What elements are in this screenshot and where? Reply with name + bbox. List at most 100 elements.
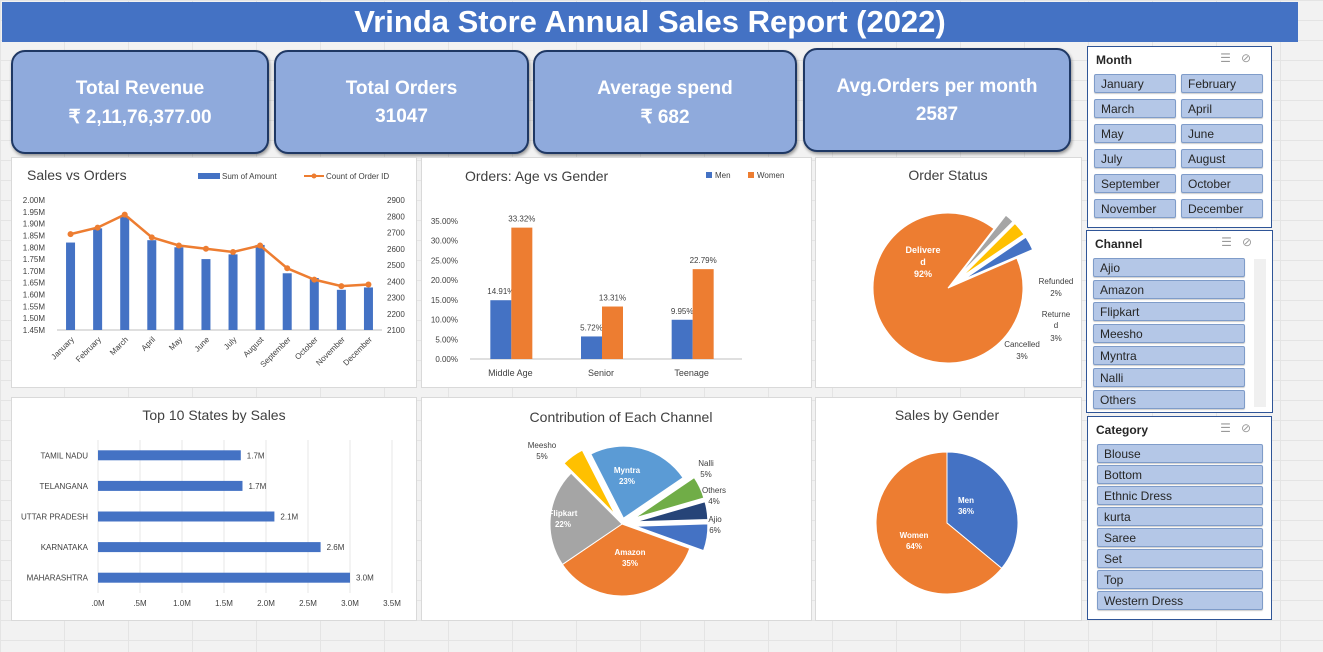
slicer-scrollbar[interactable] [1254,259,1266,407]
point-orders [175,242,182,249]
kpi-average-spend[interactable]: Average spend ₹ 682 [533,50,797,154]
slicer-item-october[interactable]: October [1181,174,1263,193]
slicer-title: Channel [1095,237,1143,251]
slicer-item-august[interactable]: August [1181,149,1263,168]
kpi-total-orders[interactable]: Total Orders 31047 [274,50,529,154]
y2-tick-label: 2700 [387,229,405,238]
slicer-item-july[interactable]: July [1094,149,1176,168]
x-tick-label: 3.5M [383,599,401,608]
slicer-item-western-dress[interactable]: Western Dress [1097,591,1263,610]
slice-label: Others [702,486,726,495]
chart-age-gender: Orders: Age vs Gender Men Women 0.00% 5.00% 1… [431,168,785,378]
clear-filter-icon[interactable]: ⊘ [1240,51,1261,65]
slicer-item-nalli[interactable]: Nalli [1093,368,1245,387]
y-tick-label: TELANGANA [40,482,89,491]
bar-state [98,450,241,461]
slicer-item-amazon[interactable]: Amazon [1093,280,1245,299]
multi-select-icon[interactable]: ☰ [1221,235,1242,249]
point-orders [257,242,264,249]
clear-filter-icon[interactable]: ⊘ [1241,235,1262,249]
y-tick-label: 5.00% [435,335,458,344]
slicer-item-ethnic-dress[interactable]: Ethnic Dress [1097,486,1263,505]
x-tick-label: August [242,335,267,360]
slice-label: 5% [536,452,548,461]
legend-label: Count of Order ID [326,172,389,181]
bar-state [98,511,275,522]
kpi-label: Total Orders [345,78,458,99]
slice-label: 2% [1050,289,1062,298]
bar-women [602,306,623,359]
slicer-item-march[interactable]: March [1094,99,1176,118]
slicer-item-ajio[interactable]: Ajio [1093,258,1245,277]
slicer-channel[interactable]: Channel ☰⊘ Ajio Amazon Flipkart Meesho Myntr… [1086,230,1273,413]
point-orders [230,249,237,255]
y2-tick-label: 2800 [387,212,405,221]
y-tick-label: 25.00% [431,256,458,265]
slicer-item-myntra[interactable]: Myntra [1093,346,1245,365]
multi-select-icon[interactable]: ☰ [1220,51,1241,65]
slicer-item-september[interactable]: September [1094,174,1176,193]
panel-sales-vs-orders[interactable]: Sales vs Orders Sum of Amount Count of Ord… [11,157,417,388]
y-tick-label: 15.00% [431,296,458,305]
slicer-item-set[interactable]: Set [1097,549,1263,568]
kpi-label: Average spend [597,78,733,99]
x-tick-label: December [341,335,374,368]
panel-order-status[interactable]: Order Status Delivere d 92% Refunded 2% Return… [815,157,1082,388]
slice-label: Cancelled [1004,340,1040,349]
kpi-label: Total Revenue [75,78,205,99]
slice-label: 6% [709,526,721,535]
panel-channel[interactable]: Contribution of Each Channel Amazon 35% Fli… [421,397,812,621]
x-tick-label: July [222,335,238,351]
x-tick-label: 2.5M [299,599,317,608]
bar-amount [255,244,265,330]
legend-label: Sum of Amount [222,172,277,181]
pie-slice-myntra [590,445,684,519]
slicer-item-january[interactable]: January [1094,74,1176,93]
multi-select-icon[interactable]: ☰ [1220,421,1241,435]
point-orders [67,231,74,238]
panel-gender[interactable]: Sales by Gender Men 36% Women 64% [815,397,1082,621]
slicer-item-saree[interactable]: Saree [1097,528,1263,547]
kpi-total-revenue[interactable]: Total Revenue ₹ 2,11,76,377.00 [11,50,269,154]
slice-label: Women [900,531,929,540]
slicer-category[interactable]: Category ☰⊘ Blouse Bottom Ethnic Dress kurt… [1087,416,1272,620]
slicer-item-june[interactable]: June [1181,124,1263,143]
slicer-item-kurta[interactable]: kurta [1097,507,1263,526]
panel-top-states[interactable]: Top 10 States by Sales .0M .5M 1.0M 1.5M 2.0M… [11,397,417,621]
point-orders [202,245,209,252]
slicer-item-december[interactable]: December [1181,199,1263,218]
slicer-item-april[interactable]: April [1181,99,1263,118]
slice-label: Meesho [528,441,557,450]
bar-amount [201,259,211,330]
y-tick-label: 1.60M [23,291,46,300]
kpi-avg-orders-month[interactable]: Avg.Orders per month 2587 [803,48,1071,152]
slicer-item-others[interactable]: Others [1093,390,1245,409]
x-tick-label: May [167,335,184,352]
slicer-month[interactable]: Month ☰⊘ January February March April May Jun… [1087,46,1272,228]
slicer-item-blouse[interactable]: Blouse [1097,444,1263,463]
data-label: 33.32% [508,215,535,224]
bar-men [671,319,693,359]
point-orders [94,224,101,231]
data-label: 3.0M [356,574,374,583]
bar-amount [174,247,184,330]
slice-label: 3% [1016,352,1028,361]
legend-label: Men [715,171,731,180]
chart-title: Contribution of Each Channel [530,409,713,425]
bar-amount [120,216,130,330]
panel-age-gender[interactable]: Orders: Age vs Gender Men Women 0.00% 5.00% 1… [421,157,812,388]
slicer-item-november[interactable]: November [1094,199,1176,218]
chart-title: Order Status [908,167,987,183]
y2-tick-label: 2200 [387,310,405,319]
pie-slice-women [875,451,1003,595]
chart-title: Orders: Age vs Gender [465,168,609,184]
clear-filter-icon[interactable]: ⊘ [1240,421,1261,435]
slicer-item-may[interactable]: May [1094,124,1176,143]
slice-label: Flipkart [549,509,578,518]
slicer-item-flipkart[interactable]: Flipkart [1093,302,1245,321]
slicer-item-bottom[interactable]: Bottom [1097,465,1263,484]
slicer-item-february[interactable]: February [1181,74,1263,93]
slicer-item-top[interactable]: Top [1097,570,1263,589]
slice-label: 4% [708,497,720,506]
slicer-item-meesho[interactable]: Meesho [1093,324,1245,343]
